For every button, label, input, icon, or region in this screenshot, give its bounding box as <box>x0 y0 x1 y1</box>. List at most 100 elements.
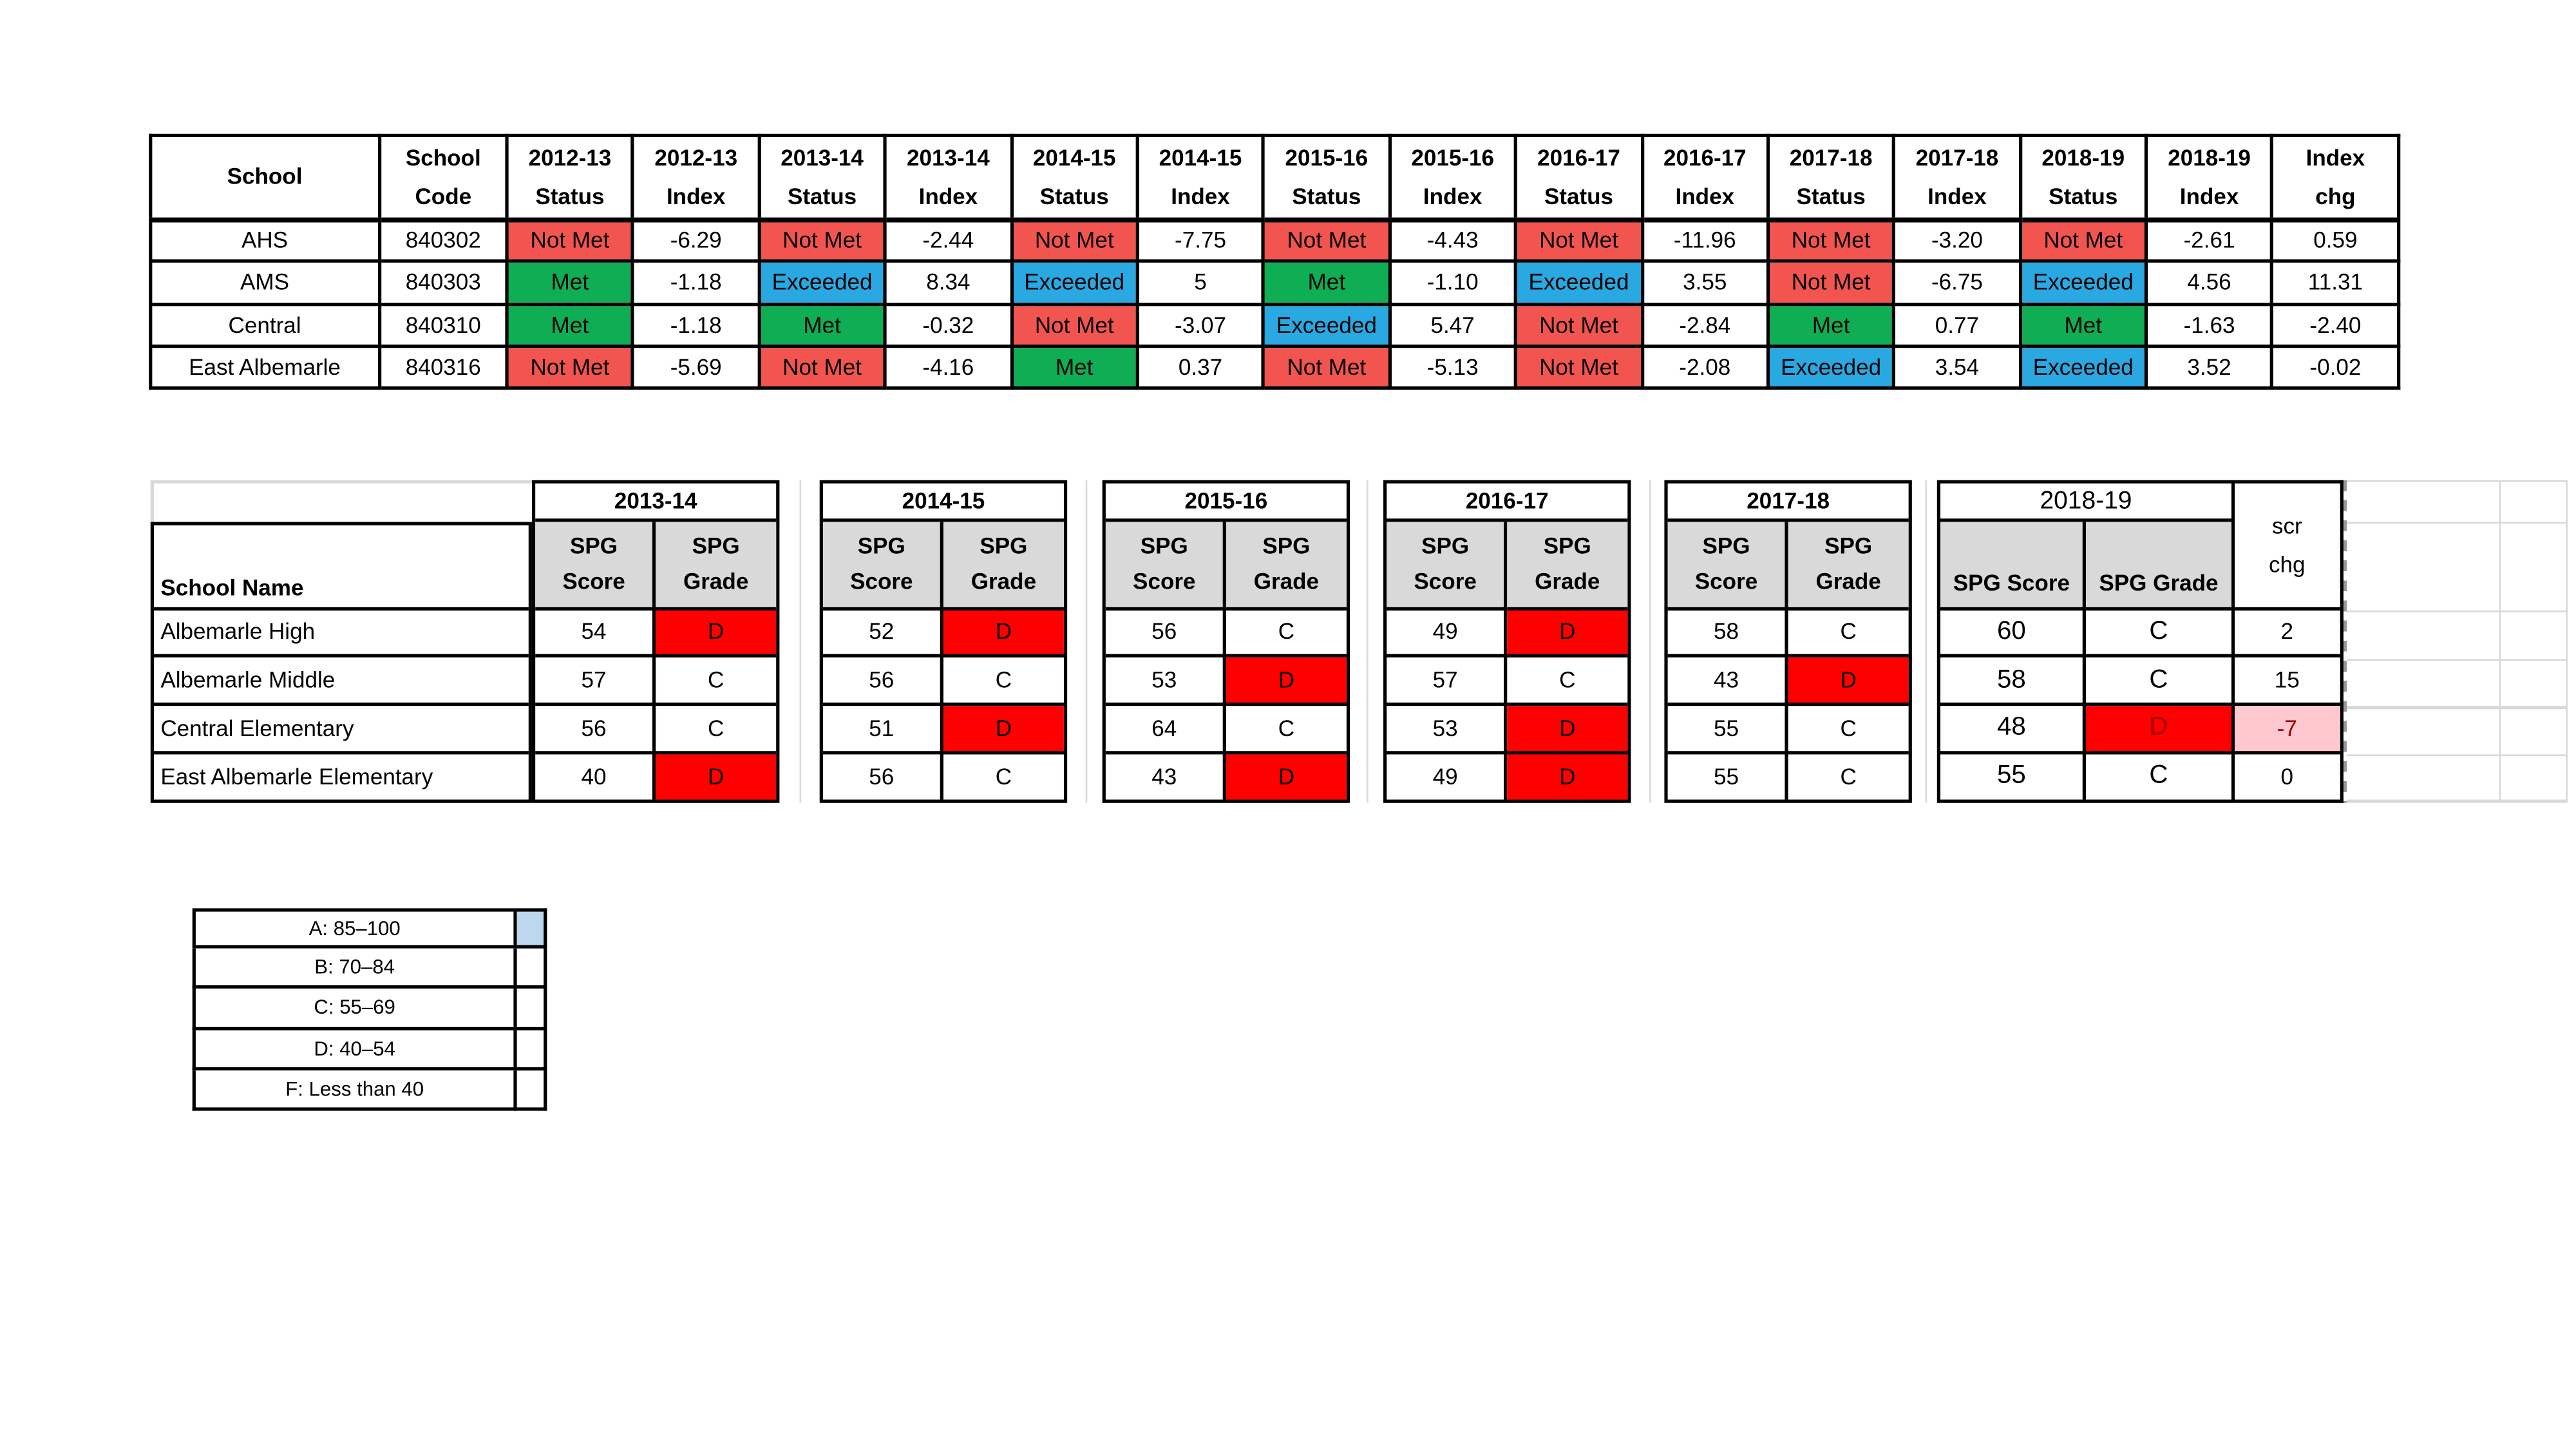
spg-grade-cell[interactable]: D <box>1507 753 1628 799</box>
spg-grade-cell[interactable]: D <box>2085 705 2231 754</box>
spg-score-cell[interactable]: 58 <box>1940 658 2086 706</box>
index-cell[interactable]: -2.08 <box>1640 344 1770 390</box>
index-cell[interactable]: -3.20 <box>1892 217 2022 263</box>
status-cell[interactable]: Not Met <box>1262 217 1392 263</box>
spg-grade-cell[interactable]: C <box>1788 610 1909 658</box>
spg-score-cell[interactable]: 55 <box>1940 753 2086 799</box>
index-cell[interactable]: -2.61 <box>2145 217 2275 263</box>
year-status-header-cell[interactable]: 2014-15 Status <box>1009 133 1139 222</box>
index-cell[interactable]: -1.18 <box>631 302 761 348</box>
index-chg-cell[interactable]: -2.40 <box>2270 302 2400 348</box>
spg-grade-header-cell[interactable]: SPG Grade <box>1226 521 1347 610</box>
spg-grade-header-cell[interactable]: SPG Grade <box>656 521 777 610</box>
spg-grade-cell[interactable]: C <box>656 706 777 754</box>
year-status-header-cell[interactable]: 2016-17 Status <box>1513 133 1644 222</box>
school-code-cell[interactable]: 840302 <box>378 217 509 263</box>
index-chg-cell[interactable]: -0.02 <box>2270 344 2400 390</box>
spg-score-cell[interactable]: 48 <box>1940 705 2086 754</box>
scr-chg-cell[interactable]: 15 <box>2235 658 2340 706</box>
spg-score-header-cell[interactable]: SPG Score <box>535 521 656 610</box>
status-cell[interactable]: Exceeded <box>1009 260 1139 306</box>
legend-swatch-cell[interactable] <box>516 1029 547 1070</box>
spg-score-header-cell[interactable]: SPG Score <box>822 521 943 610</box>
spg-score-header-cell[interactable]: SPG Score <box>1387 521 1508 610</box>
spg-score-cell[interactable]: 64 <box>1105 705 1226 754</box>
year-index-header-cell[interactable]: 2018-19 Index <box>2145 133 2275 222</box>
year-index-header-cell[interactable]: 2012-13 Index <box>631 133 761 222</box>
spg-score-header-cell[interactable]: SPG Score <box>1940 521 2086 610</box>
spg-score-cell[interactable]: 58 <box>1667 609 1788 658</box>
school-name-cell[interactable]: Albemarle Middle <box>153 658 529 706</box>
legend-label-cell[interactable]: F: Less than 40 <box>192 1070 517 1111</box>
year-header-cell[interactable]: 2015-16 <box>1105 484 1347 522</box>
index-cell[interactable]: 3.52 <box>2145 344 2275 390</box>
year-index-header-cell[interactable]: 2016-17 Index <box>1640 133 1770 222</box>
year-index-header-cell[interactable]: 2015-16 Index <box>1388 133 1518 222</box>
index-cell[interactable]: 5.47 <box>1388 302 1518 348</box>
spg-grade-cell[interactable]: C <box>1226 610 1347 658</box>
index-cell[interactable]: 0.37 <box>1135 344 1265 390</box>
year-header-cell[interactable]: 2013-14 <box>535 484 777 522</box>
status-cell[interactable]: Met <box>757 302 887 348</box>
status-cell[interactable]: Not Met <box>1513 344 1644 390</box>
spg-grade-cell[interactable]: C <box>1507 658 1628 706</box>
status-cell[interactable]: Not Met <box>757 217 887 263</box>
year-header-cell[interactable]: 2018-19 <box>1940 484 2231 522</box>
index-cell[interactable]: -1.18 <box>631 260 761 306</box>
spg-score-cell[interactable]: 60 <box>1940 609 2086 658</box>
index-cell[interactable]: -11.96 <box>1640 217 1770 263</box>
scr-chg-cell[interactable]: -7 <box>2235 705 2340 754</box>
spg-grade-cell[interactable]: D <box>1788 658 1909 706</box>
status-cell[interactable]: Not Met <box>757 344 887 390</box>
spg-score-cell[interactable]: 57 <box>1387 658 1508 706</box>
spg-grade-cell[interactable]: C <box>1226 706 1347 754</box>
index-cell[interactable]: -7.75 <box>1135 217 1265 263</box>
status-cell[interactable]: Not Met <box>1009 302 1139 348</box>
year-index-header-cell[interactable]: 2014-15 Index <box>1135 133 1265 222</box>
spg-grade-cell[interactable]: D <box>1226 658 1347 706</box>
spg-score-cell[interactable]: 51 <box>822 705 943 754</box>
legend-swatch-cell[interactable] <box>516 1070 547 1111</box>
status-cell[interactable]: Exceeded <box>2018 260 2148 306</box>
spg-grade-cell[interactable]: C <box>943 658 1064 706</box>
school-cell[interactable]: Central <box>147 302 382 348</box>
status-cell[interactable]: Exceeded <box>1513 260 1644 306</box>
spg-score-cell[interactable]: 53 <box>1105 658 1226 706</box>
status-cell[interactable]: Met <box>1766 302 1896 348</box>
status-cell[interactable]: Not Met <box>1513 217 1644 263</box>
spg-score-cell[interactable]: 55 <box>1667 705 1788 754</box>
spg-grade-header-cell[interactable]: SPG Grade <box>1507 521 1628 610</box>
status-cell[interactable]: Exceeded <box>757 260 887 306</box>
index-cell[interactable]: 5 <box>1135 260 1265 306</box>
year-status-header-cell[interactable]: 2015-16 Status <box>1262 133 1392 222</box>
year-index-header-cell[interactable]: 2017-18 Index <box>1892 133 2022 222</box>
status-cell[interactable]: Not Met <box>505 344 635 390</box>
status-cell[interactable]: Met <box>505 302 635 348</box>
spg-grade-cell[interactable]: D <box>1226 753 1347 799</box>
status-cell[interactable]: Not Met <box>505 217 635 263</box>
spg-score-cell[interactable]: 49 <box>1387 753 1508 799</box>
school-cell[interactable]: East Albemarle <box>147 344 382 390</box>
scr-chg-header-cell[interactable]: scr chg <box>2235 484 2340 610</box>
spg-score-cell[interactable]: 40 <box>535 753 656 799</box>
spg-grade-header-cell[interactable]: SPG Grade <box>1788 521 1909 610</box>
status-cell[interactable]: Met <box>1009 344 1139 390</box>
index-chg-cell[interactable]: 0.59 <box>2270 217 2400 263</box>
index-cell[interactable]: -2.44 <box>883 217 1013 263</box>
school-code-header-cell[interactable]: School Code <box>378 133 509 222</box>
index-chg-header-cell[interactable]: Index chg <box>2270 133 2400 222</box>
school-header-cell[interactable]: School <box>147 133 382 222</box>
index-cell[interactable]: -6.75 <box>1892 260 2022 306</box>
year-index-header-cell[interactable]: 2013-14 Index <box>883 133 1013 222</box>
school-code-cell[interactable]: 840310 <box>378 302 509 348</box>
status-cell[interactable]: Exceeded <box>1766 344 1896 390</box>
school-code-cell[interactable]: 840316 <box>378 344 509 390</box>
spg-score-cell[interactable]: 57 <box>535 658 656 706</box>
school-name-cell[interactable]: Albemarle High <box>153 610 529 658</box>
school-name-cell[interactable]: East Albemarle Elementary <box>160 764 433 789</box>
year-header-cell[interactable]: 2017-18 <box>1667 484 1909 522</box>
spg-score-cell[interactable]: 43 <box>1106 753 1226 799</box>
spg-grade-cell[interactable]: C <box>2149 761 2168 790</box>
spg-score-cell[interactable]: 56 <box>1105 609 1226 658</box>
spg-grade-cell[interactable]: C <box>1788 706 1909 754</box>
